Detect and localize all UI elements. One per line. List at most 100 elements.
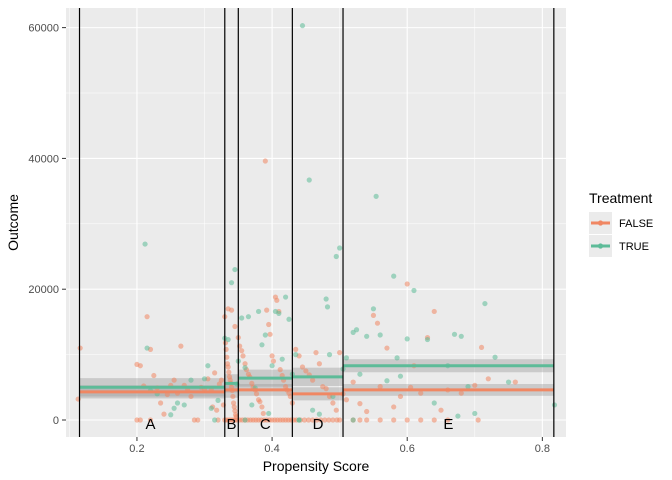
data-point-true	[208, 405, 214, 411]
data-point-false	[374, 320, 381, 326]
data-point-false	[310, 377, 316, 383]
data-point-true	[249, 402, 255, 408]
data-point-true	[451, 331, 458, 337]
data-point-true	[316, 411, 322, 417]
data-point-true	[239, 315, 245, 321]
legend-label-true: TRUE	[619, 241, 649, 253]
data-point-true	[333, 253, 339, 260]
data-point-false	[350, 379, 356, 385]
data-point-true	[201, 376, 208, 382]
data-point-false	[313, 350, 319, 356]
data-point-false	[418, 417, 424, 423]
block-boundaries	[78, 8, 555, 437]
data-point-false	[478, 344, 485, 351]
data-point-false	[264, 307, 270, 313]
data-point-false	[259, 404, 265, 410]
data-point-false	[147, 417, 154, 423]
data-point-false	[214, 407, 220, 413]
data-point-true	[279, 356, 285, 362]
data-point-true	[343, 355, 350, 361]
data-point-true	[144, 345, 150, 351]
data-point-false	[228, 307, 235, 313]
data-point-false	[212, 370, 218, 376]
data-point-false	[377, 417, 383, 423]
x-tick-label: 0.4	[264, 443, 279, 455]
data-point-false	[188, 393, 194, 400]
x-axis-title: Propensity Score	[263, 458, 370, 474]
data-point-false	[337, 417, 343, 423]
data-point-true	[404, 336, 410, 342]
data-point-true	[171, 405, 177, 411]
data-point-false	[231, 404, 237, 410]
data-point-true	[384, 378, 390, 384]
data-point-false	[404, 281, 410, 287]
data-point-false	[326, 417, 332, 423]
data-point-true	[455, 413, 461, 419]
data-point-true	[215, 397, 221, 403]
data-point-true	[245, 314, 252, 320]
data-point-false	[232, 323, 238, 330]
data-point-false	[472, 382, 478, 388]
data-point-false	[377, 384, 383, 390]
block-label-d: D	[313, 416, 324, 433]
data-point-false	[137, 417, 143, 423]
data-point-true	[482, 300, 488, 307]
data-point-false	[364, 408, 370, 415]
data-point-true	[299, 23, 306, 29]
data-point-false	[267, 331, 273, 337]
data-point-false	[157, 400, 164, 406]
data-point-true	[296, 417, 302, 423]
data-point-false	[274, 297, 280, 303]
x-tick-label: 0.8	[535, 443, 550, 455]
data-point-false	[330, 417, 336, 423]
data-point-false	[418, 390, 424, 396]
data-point-false	[438, 407, 444, 413]
data-point-false	[230, 393, 236, 400]
data-point-true	[397, 373, 404, 379]
data-point-true	[394, 355, 400, 361]
data-point-true	[326, 352, 333, 358]
data-point-true	[286, 316, 292, 322]
data-point-false	[226, 369, 232, 375]
data-point-true	[364, 333, 370, 339]
y-tick-label: 60000	[28, 23, 59, 35]
data-point-false	[512, 379, 518, 385]
block-label-c: C	[260, 416, 271, 433]
data-point-false	[161, 411, 167, 417]
data-point-true	[188, 377, 194, 383]
data-point-true	[266, 410, 272, 417]
data-point-false	[218, 377, 225, 383]
data-point-true	[293, 352, 299, 358]
data-point-false	[458, 390, 464, 396]
data-point-false	[253, 391, 260, 397]
data-point-false	[270, 358, 277, 364]
data-point-true	[262, 332, 268, 338]
data-point-false	[322, 417, 328, 423]
data-point-false	[357, 417, 363, 423]
data-point-false	[257, 399, 263, 405]
data-point-true	[472, 410, 478, 417]
data-point-false	[249, 380, 255, 386]
data-point-true	[431, 400, 437, 406]
data-point-false	[293, 346, 299, 352]
legend-label-false: FALSE	[619, 218, 653, 230]
data-point-false	[314, 417, 320, 423]
data-point-false	[287, 393, 293, 400]
data-point-false	[216, 381, 222, 387]
block-label-b: B	[227, 416, 237, 433]
block-labels: A B C D E	[145, 416, 453, 433]
data-point-true	[505, 379, 512, 385]
data-point-true	[373, 193, 379, 199]
data-point-false	[370, 312, 377, 318]
data-point-false	[316, 361, 322, 367]
data-point-true	[255, 308, 262, 315]
data-point-false	[239, 348, 245, 354]
data-point-false	[178, 343, 184, 349]
data-point-false	[310, 417, 316, 423]
data-point-true	[174, 400, 181, 406]
data-point-true	[232, 266, 238, 273]
data-point-false	[301, 417, 308, 423]
data-point-true	[323, 296, 329, 302]
data-point-true	[225, 336, 231, 343]
